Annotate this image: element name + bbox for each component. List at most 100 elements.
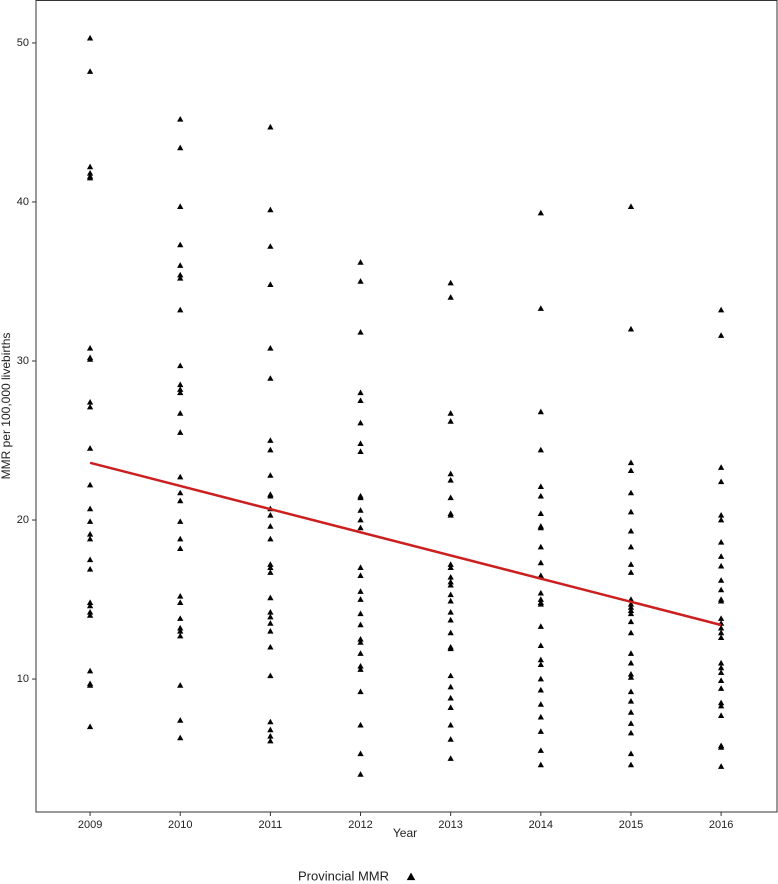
data-point xyxy=(627,489,635,496)
data-point xyxy=(447,581,454,588)
data-point xyxy=(717,553,725,559)
data-point xyxy=(86,612,94,618)
data-point xyxy=(177,599,184,606)
data-point xyxy=(447,418,454,424)
x-axis-title: Year xyxy=(393,826,417,840)
data-point xyxy=(86,344,94,351)
data-point xyxy=(177,473,184,480)
x-tick-label: 2014 xyxy=(529,819,553,831)
data-point xyxy=(447,736,454,742)
data-point xyxy=(627,601,635,607)
data-point xyxy=(86,174,94,181)
data-point xyxy=(627,709,635,715)
data-point xyxy=(86,682,94,688)
data-point xyxy=(447,511,454,518)
data-point xyxy=(537,661,544,668)
data-point xyxy=(537,543,544,550)
data-point xyxy=(447,694,454,701)
data-point xyxy=(357,588,364,594)
trend-line xyxy=(89,461,722,627)
data-point xyxy=(447,645,454,652)
y-tick-label: 10 xyxy=(17,673,29,685)
data-point xyxy=(177,497,184,504)
data-point xyxy=(177,545,184,551)
data-point xyxy=(537,446,544,453)
data-point xyxy=(177,429,184,435)
data-point xyxy=(357,688,364,695)
data-point xyxy=(717,744,725,750)
data-point xyxy=(627,674,635,680)
data-point xyxy=(537,596,544,602)
data-point xyxy=(537,510,544,516)
data-point xyxy=(447,683,454,690)
data-point xyxy=(537,572,544,578)
data-point xyxy=(357,259,364,265)
data-point xyxy=(447,591,454,598)
y-tick-label: 30 xyxy=(17,355,29,367)
data-point xyxy=(717,464,725,470)
data-point xyxy=(177,203,184,210)
data-point xyxy=(447,470,454,477)
data-point xyxy=(267,511,274,518)
data-point xyxy=(627,720,635,726)
data-point xyxy=(627,610,635,617)
data-point xyxy=(447,755,454,761)
data-point xyxy=(267,608,274,615)
data-point xyxy=(86,566,94,572)
plot-frame xyxy=(35,0,778,813)
data-point xyxy=(537,559,544,566)
data-point xyxy=(267,123,274,130)
data-point xyxy=(447,616,454,623)
data-point xyxy=(357,389,364,396)
data-point xyxy=(717,332,725,338)
data-point xyxy=(357,639,364,645)
data-point xyxy=(447,704,454,710)
data-point xyxy=(717,659,725,666)
data-point xyxy=(267,446,274,453)
data-point xyxy=(177,115,184,122)
data-point xyxy=(357,397,364,404)
data-point xyxy=(447,564,454,571)
data-point xyxy=(177,389,184,396)
x-tick-label: 2010 xyxy=(168,819,192,831)
y-tick-label: 40 xyxy=(17,196,29,208)
data-point xyxy=(357,419,364,426)
data-point xyxy=(267,344,274,351)
data-point xyxy=(267,523,274,529)
data-point xyxy=(537,747,544,753)
data-point xyxy=(177,734,184,741)
data-point xyxy=(537,408,544,415)
data-point xyxy=(717,538,725,545)
data-point xyxy=(627,618,635,625)
scatter-series xyxy=(86,34,725,777)
data-point xyxy=(177,535,184,542)
data-point xyxy=(537,701,544,707)
data-point xyxy=(177,362,184,369)
data-point xyxy=(86,356,94,362)
data-point xyxy=(86,535,94,542)
data-point xyxy=(717,306,725,313)
data-point xyxy=(357,440,364,446)
y-tick-label: 20 xyxy=(17,514,29,526)
data-point xyxy=(267,737,274,744)
data-point xyxy=(447,629,454,636)
legend-marker xyxy=(406,872,416,881)
data-point xyxy=(717,763,725,769)
data-point xyxy=(357,494,364,501)
data-point xyxy=(177,624,184,631)
data-point xyxy=(627,607,635,613)
x-tick-label: 2015 xyxy=(619,819,643,831)
data-point xyxy=(717,516,725,523)
data-point xyxy=(86,667,94,674)
data-point xyxy=(86,170,94,176)
data-point xyxy=(447,279,454,286)
data-point xyxy=(537,761,544,768)
data-point xyxy=(717,511,725,518)
x-tick-label: 2012 xyxy=(348,819,372,831)
data-point xyxy=(627,604,635,610)
data-point xyxy=(537,623,544,629)
data-point xyxy=(627,569,635,575)
x-tick-label: 2011 xyxy=(259,819,283,831)
data-point xyxy=(357,524,364,531)
